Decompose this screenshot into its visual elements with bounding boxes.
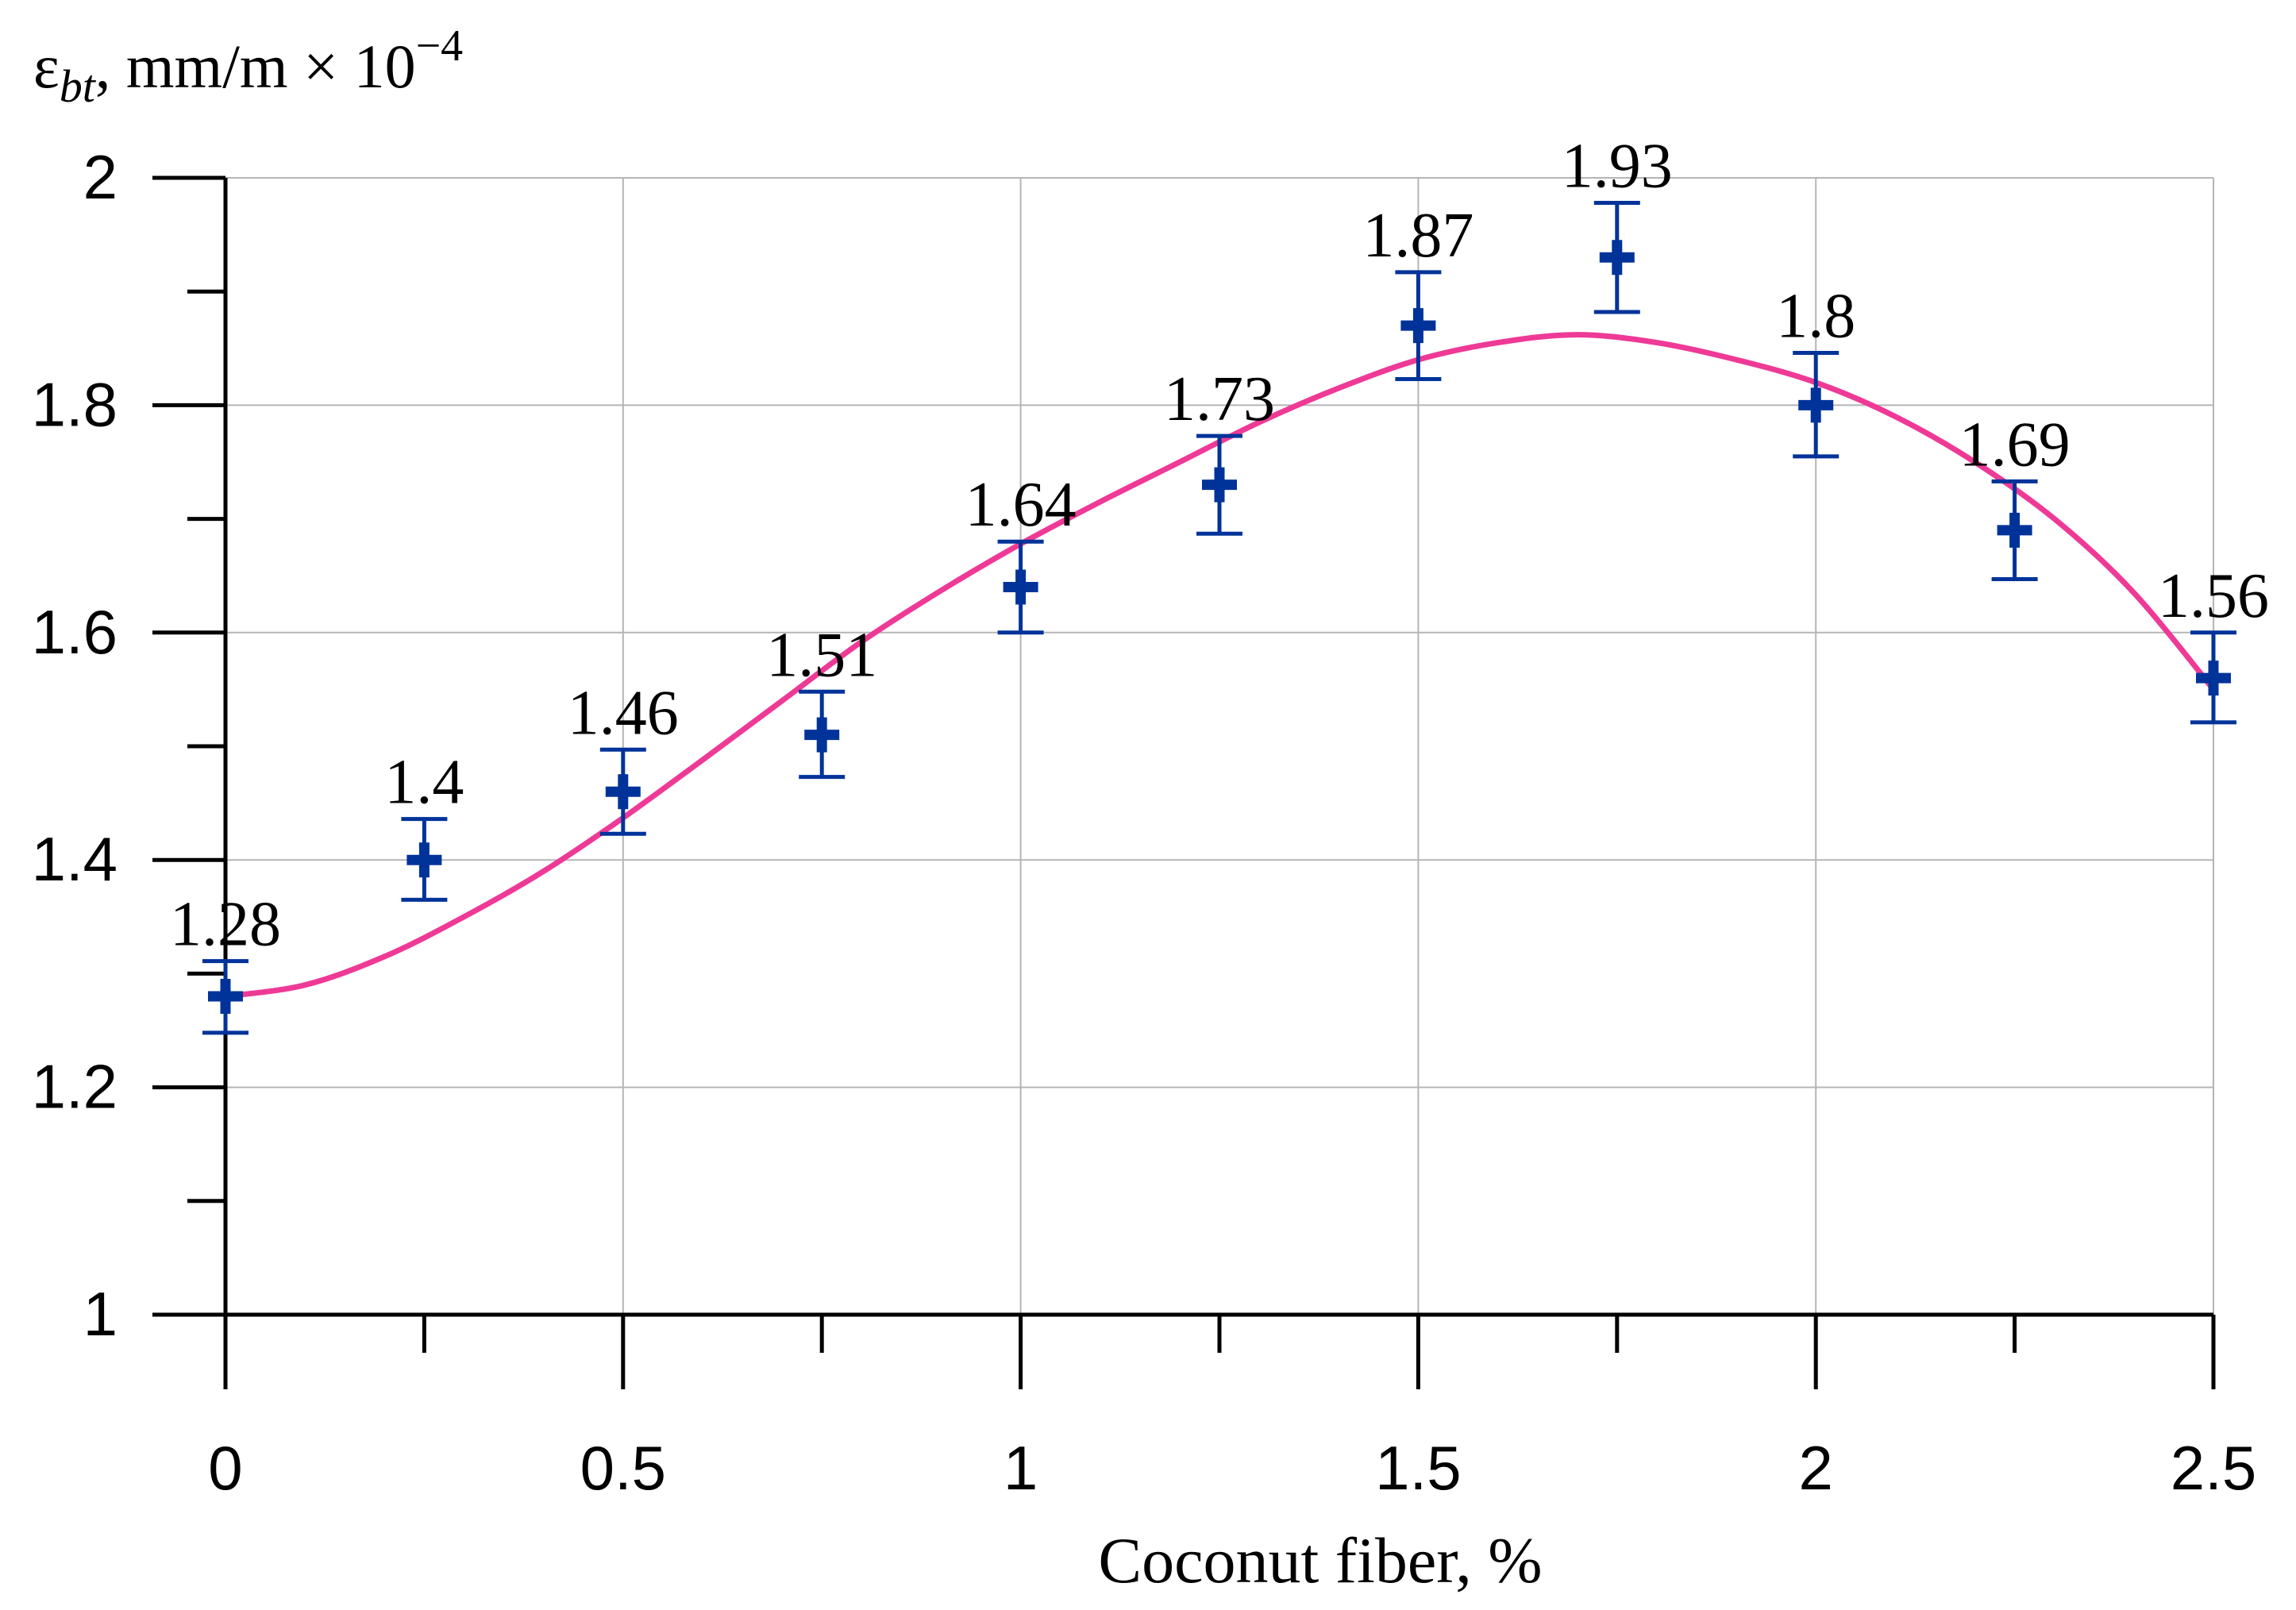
data-label: 1.4 bbox=[384, 748, 464, 818]
data-label: 1.56 bbox=[2158, 561, 2269, 631]
tick-labels: 1 1.2 1.4 1.6 1.8 2 0 0.5 1 1.5 2 2.5 bbox=[32, 142, 2257, 1503]
grid-lines bbox=[225, 177, 2214, 1315]
y-tick-label: 1.6 bbox=[32, 597, 117, 667]
data-label: 1.93 bbox=[1562, 132, 1673, 202]
x-axis-title: Coconut fiber, % bbox=[1098, 1524, 1542, 1597]
x-tick-label: 0.5 bbox=[580, 1433, 666, 1503]
y-axis-exponent: −4 bbox=[416, 21, 464, 71]
x-tick-label: 1.5 bbox=[1375, 1433, 1461, 1503]
x-tick-label: 2.5 bbox=[2171, 1433, 2256, 1503]
axes bbox=[152, 175, 2216, 1389]
y-tick-label: 1.2 bbox=[32, 1052, 117, 1122]
y-axis-symbol: ε bbox=[33, 32, 60, 101]
x-tick-label: 0 bbox=[208, 1433, 242, 1503]
y-tick-label: 1 bbox=[83, 1279, 117, 1349]
x-tick-label: 1 bbox=[1004, 1433, 1038, 1503]
data-label: 1.73 bbox=[1164, 364, 1275, 434]
y-axis-unit: , mm/m × 10 bbox=[95, 32, 416, 101]
fit-curve-group bbox=[222, 332, 2217, 1000]
y-axis-title: εbt, mm/m × 10−4 bbox=[33, 21, 463, 112]
data-label: 1.51 bbox=[766, 620, 877, 690]
y-tick-label: 1.8 bbox=[32, 369, 117, 439]
data-label: 1.46 bbox=[568, 678, 679, 748]
x-tick-label: 2 bbox=[1799, 1433, 1833, 1503]
data-labels: 1.28 1.4 1.46 1.51 1.64 1.73 1.87 1.93 1.8 1.69 1.… bbox=[170, 132, 2269, 960]
data-label: 1.64 bbox=[965, 470, 1077, 540]
y-axis-subscript: bt bbox=[60, 60, 97, 112]
data-points bbox=[202, 201, 2236, 1035]
data-label: 1.87 bbox=[1362, 201, 1474, 271]
y-tick-label: 2 bbox=[83, 142, 117, 212]
fit-curve bbox=[222, 332, 2217, 1000]
data-label: 1.28 bbox=[170, 890, 281, 960]
data-label: 1.8 bbox=[1776, 282, 1855, 352]
y-tick-label: 1.4 bbox=[32, 824, 117, 894]
data-label: 1.69 bbox=[1959, 410, 2071, 480]
